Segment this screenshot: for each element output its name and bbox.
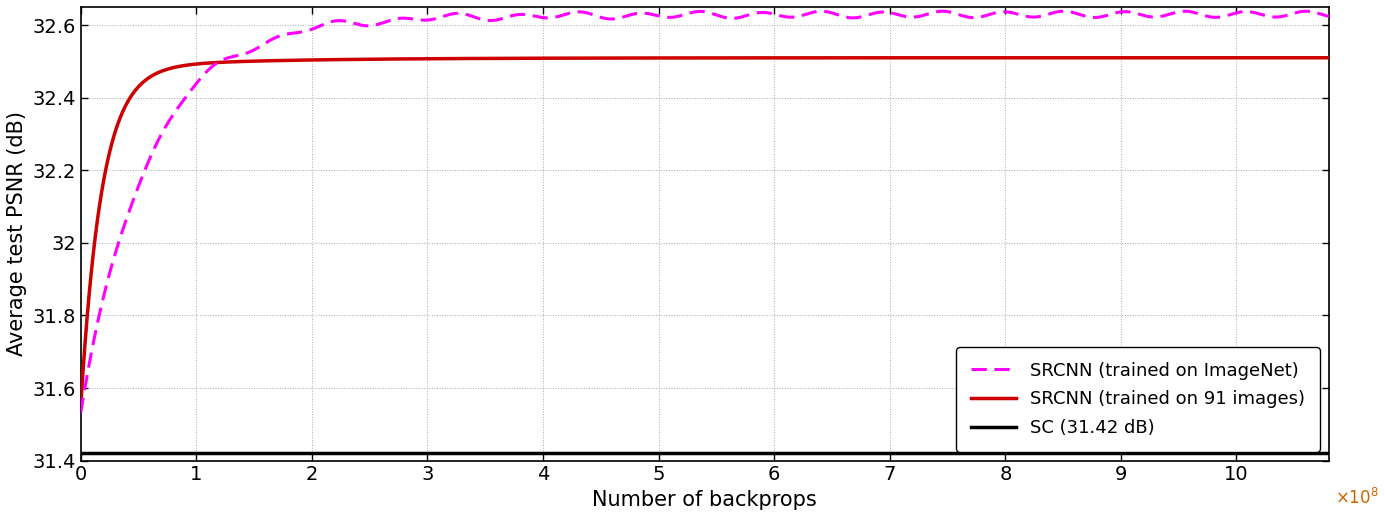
SRCNN (trained on ImageNet) [1162, 11, 1179, 17]
SRCNN (trained on 91 images) [1321, 55, 1338, 61]
SC (31.42 dB) [72, 450, 89, 457]
Line: SRCNN (trained on 91 images): SRCNN (trained on 91 images) [80, 58, 1330, 406]
SRCNN (trained on ImageNet) [1055, 8, 1072, 14]
SRCNN (trained on ImageNet) [72, 409, 89, 416]
Legend: SRCNN (trained on ImageNet), SRCNN (trained on 91 images), SC (31.42 dB): SRCNN (trained on ImageNet), SRCNN (trai… [957, 347, 1320, 452]
SC (31.42 dB) [72, 450, 89, 457]
SRCNN (trained on ImageNet) [1321, 13, 1338, 20]
SRCNN (trained on 91 images) [289, 57, 306, 63]
SRCNN (trained on 91 images) [551, 55, 568, 61]
Y-axis label: Average test PSNR (dB): Average test PSNR (dB) [7, 111, 26, 356]
X-axis label: Number of backprops: Number of backprops [593, 490, 817, 510]
SRCNN (trained on 91 images) [605, 55, 622, 61]
Text: $\times 10^8$: $\times 10^8$ [1335, 488, 1379, 508]
SRCNN (trained on 91 images) [1162, 55, 1179, 61]
Line: SRCNN (trained on ImageNet): SRCNN (trained on ImageNet) [80, 11, 1330, 413]
SRCNN (trained on ImageNet) [605, 16, 622, 22]
SRCNN (trained on ImageNet) [551, 13, 568, 19]
SRCNN (trained on 91 images) [72, 403, 89, 409]
SRCNN (trained on 91 images) [215, 59, 231, 65]
SRCNN (trained on 91 images) [1296, 55, 1313, 61]
SRCNN (trained on ImageNet) [215, 56, 231, 63]
SRCNN (trained on ImageNet) [289, 29, 306, 36]
SRCNN (trained on ImageNet) [1296, 8, 1313, 14]
